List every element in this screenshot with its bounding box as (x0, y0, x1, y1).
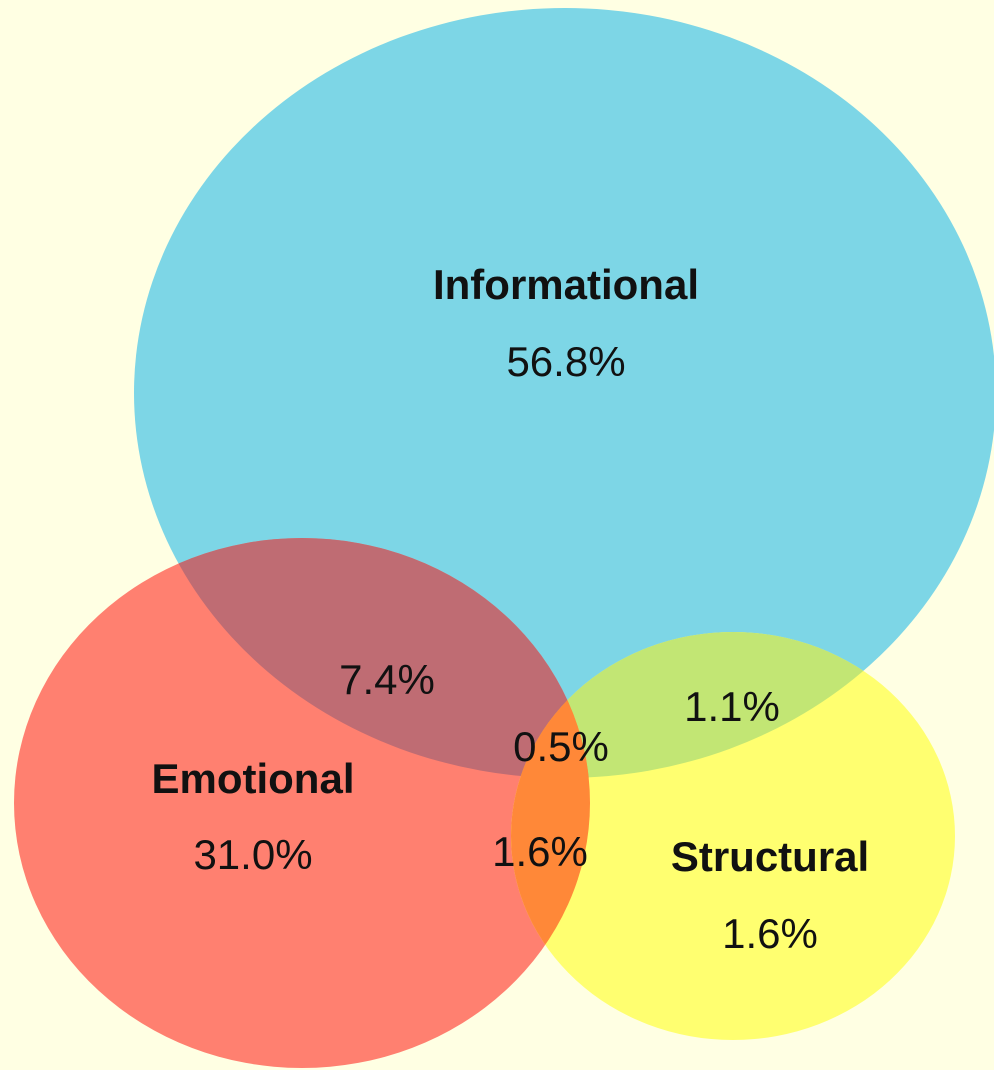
set-value-label: 1.6% (722, 910, 818, 957)
set-name: Emotional (151, 755, 354, 802)
intersection-value-label: 1.1% (684, 683, 780, 730)
set-name: Informational (433, 261, 699, 308)
intersection-value-label: 0.5% (513, 723, 609, 770)
intersection-value-label: 7.4% (339, 656, 435, 703)
intersection-value-label: 1.6% (492, 828, 588, 875)
set-value-label: 56.8% (506, 338, 625, 385)
intersection-region (134, 538, 590, 778)
set-value-label: 31.0% (193, 831, 312, 878)
set-name: Structural (671, 833, 869, 880)
